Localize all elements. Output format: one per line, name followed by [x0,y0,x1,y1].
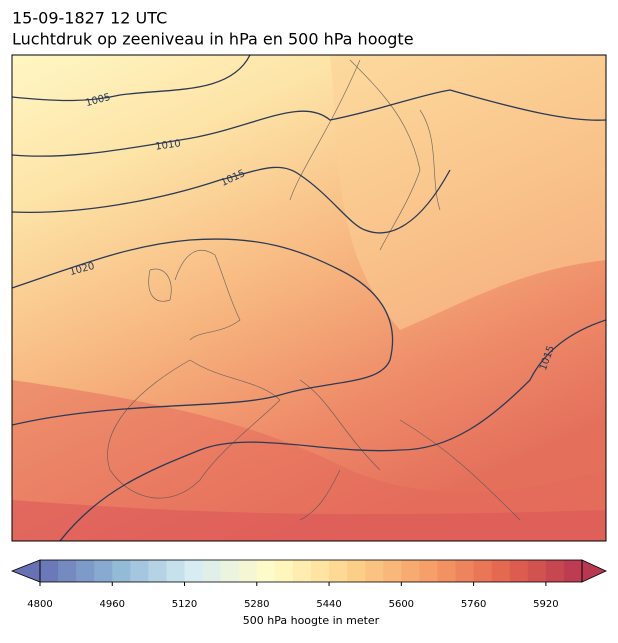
isobar [12,238,394,426]
colorbar-segment [455,560,475,582]
colorbar-segment [509,560,529,582]
colorbar-segment [166,560,186,582]
colorbar-segment [311,560,330,582]
colorbar-segment [238,560,258,582]
colorbar-tick-label: 5440 [316,599,341,610]
isobar-label: 1010 [155,138,182,152]
colorbar-segment [563,560,583,582]
colorbar-segment [347,560,366,582]
colorbar-tick-label: 5280 [244,599,269,610]
colorbar-label: 500 hPa hoogte in meter [243,614,380,627]
colorbar: 4800 4960 5120 5280 5440 5600 5760 5920 500 hPa … [10,559,607,627]
colorbar-segment [256,560,276,582]
colorbar-segment [76,560,95,582]
colorbar-extend [10,559,41,583]
colorbar-segment [40,560,59,582]
colorbar-segment [292,560,312,582]
colorbar-tick-label: 4960 [100,599,125,610]
isobar [12,89,606,157]
map-frame [11,54,607,542]
date: 15-09-1827 12 UTC [12,9,167,28]
height-band [12,380,606,541]
height-band [330,55,606,330]
colorbar-segment [112,560,131,582]
colorbar-frame [39,559,583,583]
colorbar-segment [148,560,167,582]
colorbar-segment [437,560,457,582]
colorbar-segment [329,560,348,582]
height-band [12,500,606,541]
colorbar-segment [545,560,565,582]
colorbar-extend [581,559,607,583]
colorbar-segment [202,560,222,582]
colorbar-segment [184,560,204,582]
colorbar-segment [527,560,547,582]
colorbar-segment [491,560,511,582]
colorbar-segment [274,560,294,582]
colorbar-tick-label: 5920 [533,599,558,610]
map: 1005 1010 1015 1020 1015 [12,55,606,541]
isobar [12,166,451,234]
colorbar-segment [94,560,113,582]
coastline [107,59,521,521]
colorbar-segment [419,560,438,582]
colorbar-tick-label: 5600 [389,599,414,610]
colorbar-segment [401,560,420,582]
isobar [59,319,606,541]
colorbar-segment [383,560,402,582]
colorbar-tick-label: 5120 [172,599,197,610]
colorbar-segment [220,560,240,582]
colorbar-segment [58,560,77,582]
title: Luchtdruk op zeeniveau in hPa en 500 hPa… [12,30,414,49]
colorbar-segment [130,560,149,582]
colorbar-segment [473,560,493,582]
colorbar-tick-label: 4800 [27,599,52,610]
colorbar-tick-label: 5760 [461,599,486,610]
colorbar-segment [365,560,384,582]
isobar [12,55,251,102]
